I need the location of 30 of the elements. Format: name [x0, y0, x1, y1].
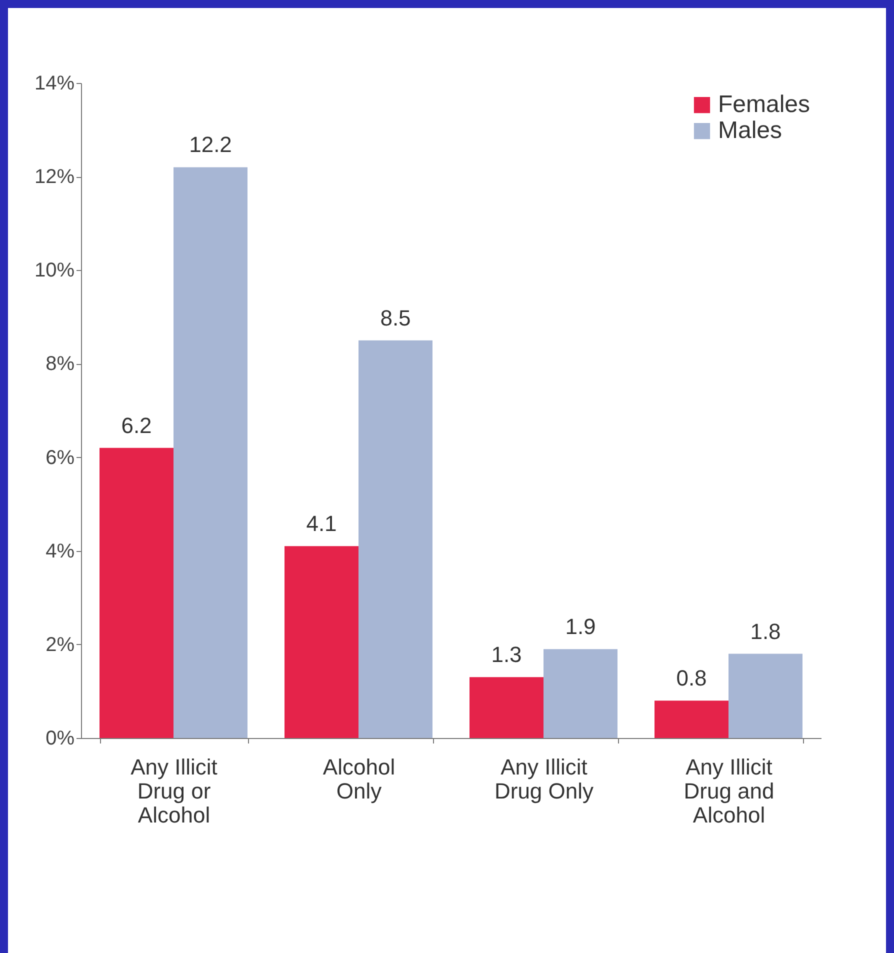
x-tick-label: Any Illicit Drug or Alcohol: [130, 754, 218, 828]
data-label: 1.8: [750, 618, 781, 644]
y-tick-label: 10%: [34, 260, 75, 282]
bar: [358, 340, 432, 738]
data-label: 6.2: [121, 412, 152, 438]
x-tick-label: Alcohol Only: [322, 754, 396, 804]
legend-label: Males: [718, 117, 782, 144]
bar: [728, 654, 802, 738]
data-label: 4.1: [306, 511, 337, 536]
x-tick-label: Any Illicit Drug and Alcohol: [684, 754, 774, 828]
y-tick-label: 14%: [34, 72, 75, 94]
bar: [100, 448, 174, 738]
data-label: 1.9: [565, 614, 596, 640]
y-tick-label: 4%: [46, 540, 75, 562]
x-tick-label: Any Illicit Drug Only: [494, 754, 594, 804]
legend-label: Females: [718, 91, 810, 118]
bar: [544, 649, 618, 738]
bar: [284, 546, 358, 738]
y-tick-label: 6%: [46, 446, 75, 469]
y-tick-label: 8%: [46, 353, 75, 376]
y-tick-label: 0%: [46, 728, 75, 750]
y-tick-label: 12%: [34, 166, 75, 188]
y-tick-label: 2%: [46, 634, 75, 656]
data-label: 1.3: [491, 642, 522, 668]
data-label: 0.8: [676, 666, 707, 691]
data-label: 12.2: [189, 132, 232, 158]
bar: [654, 700, 728, 738]
bar: [174, 167, 248, 738]
data-label: 8.5: [380, 305, 411, 330]
bar: [470, 677, 544, 738]
